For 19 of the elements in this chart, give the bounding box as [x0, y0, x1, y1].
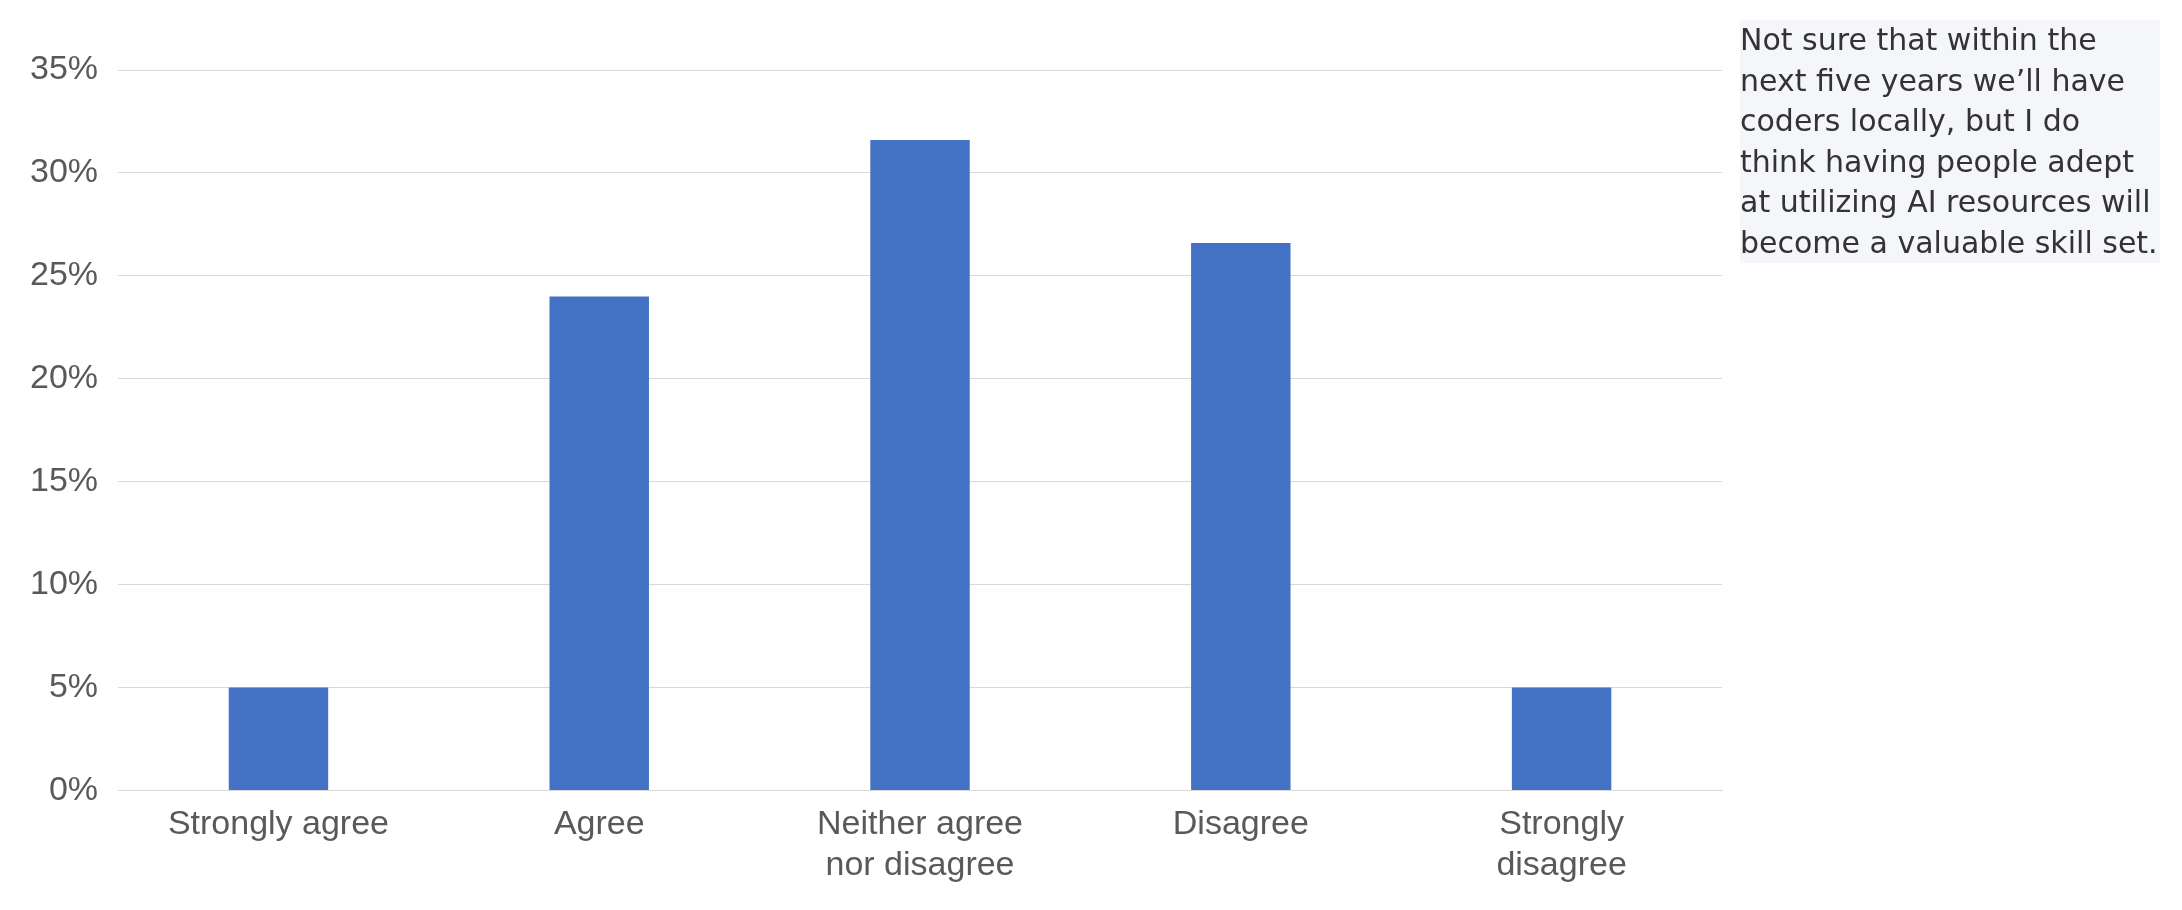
bar [1191, 242, 1291, 790]
y-tick-label: 0% [48, 768, 99, 807]
y-tick-label: 35% [29, 48, 99, 87]
x-tick-label: Disagree [1172, 803, 1309, 842]
x-tick-label: Strongly disagree [1496, 803, 1627, 882]
bar [1511, 687, 1612, 790]
text: Not sure that within the next five years we’ll have coders locally, but I do think having people adept at utilizing AI resources will become a valuable skill set. [1740, 20, 2160, 263]
y-tick-label: 20% [29, 357, 99, 396]
bar [549, 296, 649, 790]
y-tick-label: 25% [29, 254, 99, 293]
x-tick-label: Agree [553, 803, 645, 842]
y-tick-label: 15% [29, 460, 99, 499]
y-tick-label: 10% [29, 562, 99, 601]
y-tick-label: 30% [29, 151, 99, 190]
x-tick-label: Strongly agree [167, 803, 390, 842]
y-tick-label: 5% [48, 665, 99, 704]
x-tick-label: Neither agree nor disagree [817, 803, 1024, 882]
bar [870, 139, 970, 790]
bar [228, 687, 329, 790]
